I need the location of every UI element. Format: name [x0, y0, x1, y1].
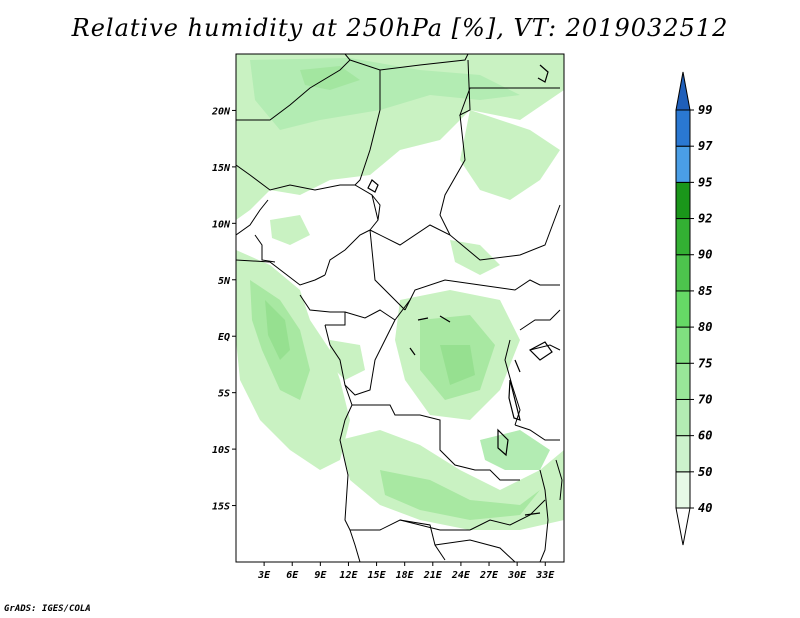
longitude-axis: 3E 6E 9E 12E 15E 18E 21E 24E 27E 30E 33E [257, 562, 555, 581]
lat-tick-label: 5N [218, 276, 231, 287]
colorbar-bin [675, 471, 691, 509]
lon-tick-label: 15E [368, 570, 387, 581]
colorbar-label: 70 [698, 392, 712, 406]
map-frame [235, 53, 565, 563]
humidity-field [236, 54, 564, 530]
colorbar-bin [675, 145, 691, 183]
colorbar-bin [675, 326, 691, 364]
latitude-axis: 20N 15N 10N 5N EQ 5S 10S 15S [211, 106, 236, 513]
colorbar-bin [675, 181, 691, 220]
colorbar-label: 40 [698, 501, 712, 515]
lon-tick-label: 33E [535, 570, 555, 581]
colorbar-bin [675, 254, 691, 292]
lon-tick-label: 21E [423, 570, 443, 581]
lon-tick-label: 30E [507, 570, 527, 581]
colorbar-bin [675, 218, 691, 256]
colorbar-label: 92 [698, 212, 712, 226]
lakes [367, 64, 553, 516]
lat-tick-label: 20N [211, 106, 231, 117]
lat-tick-label: 10S [212, 445, 230, 456]
colorbar-label: 90 [698, 248, 712, 262]
lon-tick-label: 12E [339, 570, 358, 581]
colorbar-label: 95 [698, 175, 712, 189]
lat-tick-label: EQ [218, 332, 230, 343]
lon-tick-label: 3E [257, 570, 271, 581]
colorbar-label: 97 [698, 139, 713, 153]
lon-tick-label: 27E [479, 570, 499, 581]
colorbar-bin [675, 398, 691, 437]
chart-title: Relative humidity at 250hPa [%], VT: 201… [71, 14, 729, 42]
colorbar-bin [675, 109, 691, 147]
colorbar-label: 80 [698, 320, 712, 334]
colorbar-label: 60 [698, 429, 712, 443]
country-borders [236, 54, 563, 562]
lat-tick-label: 15S [212, 502, 230, 513]
colorbar-label: 75 [698, 356, 712, 370]
lon-tick-label: 18E [396, 570, 415, 581]
grads-credit: GrADS: IGES/COLA [4, 604, 91, 614]
colorbar-label: 99 [698, 103, 712, 117]
lat-tick-label: 15N [212, 163, 231, 174]
colorbar-bin [675, 290, 691, 328]
colorbar-bin [675, 71, 691, 111]
colorbar-bin [675, 435, 691, 473]
lon-tick-label: 9E [314, 570, 327, 581]
colorbar-bin [675, 362, 691, 400]
lon-tick-label: 6E [286, 570, 299, 581]
lat-tick-label: 10N [212, 219, 231, 230]
lat-tick-label: 5S [218, 389, 230, 400]
lon-tick-label: 24E [451, 570, 471, 581]
colorbar: 40 50 60 70 75 80 85 90 92 95 97 99 [675, 71, 713, 546]
colorbar-bin [675, 507, 691, 546]
colorbar-label: 50 [698, 465, 712, 479]
colorbar-label: 85 [698, 284, 712, 298]
